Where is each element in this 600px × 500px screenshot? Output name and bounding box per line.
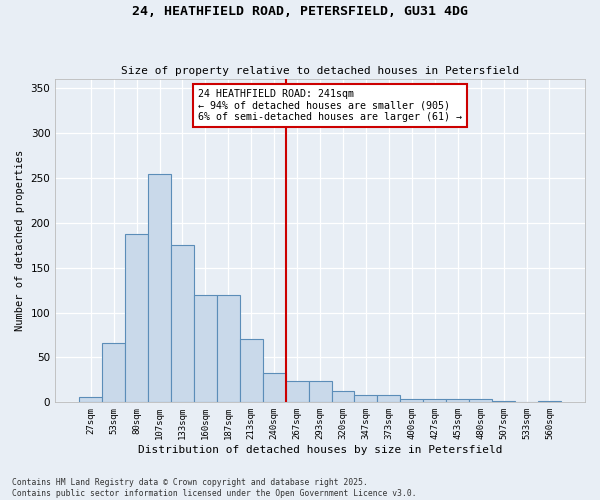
Text: 24, HEATHFIELD ROAD, PETERSFIELD, GU31 4DG: 24, HEATHFIELD ROAD, PETERSFIELD, GU31 4… [132, 5, 468, 18]
Y-axis label: Number of detached properties: Number of detached properties [15, 150, 25, 332]
Bar [469, 398, 492, 402]
Bar [308, 381, 332, 402]
Bar [332, 390, 355, 402]
Bar [263, 372, 286, 402]
Bar [400, 398, 423, 402]
Bar [125, 234, 148, 402]
Title: Size of property relative to detached houses in Petersfield: Size of property relative to detached ho… [121, 66, 519, 76]
Text: Contains HM Land Registry data © Crown copyright and database right 2025.
Contai: Contains HM Land Registry data © Crown c… [12, 478, 416, 498]
Bar [355, 395, 377, 402]
Bar [171, 245, 194, 402]
Bar [79, 397, 102, 402]
Text: 24 HEATHFIELD ROAD: 241sqm
← 94% of detached houses are smaller (905)
6% of semi: 24 HEATHFIELD ROAD: 241sqm ← 94% of deta… [198, 89, 462, 122]
Bar [446, 398, 469, 402]
Bar [377, 395, 400, 402]
Bar [148, 174, 171, 402]
X-axis label: Distribution of detached houses by size in Petersfield: Distribution of detached houses by size … [138, 445, 502, 455]
Bar [538, 400, 561, 402]
Bar [240, 340, 263, 402]
Bar [102, 343, 125, 402]
Bar [492, 400, 515, 402]
Bar [194, 296, 217, 403]
Bar [423, 398, 446, 402]
Bar [286, 381, 308, 402]
Bar [217, 296, 240, 403]
